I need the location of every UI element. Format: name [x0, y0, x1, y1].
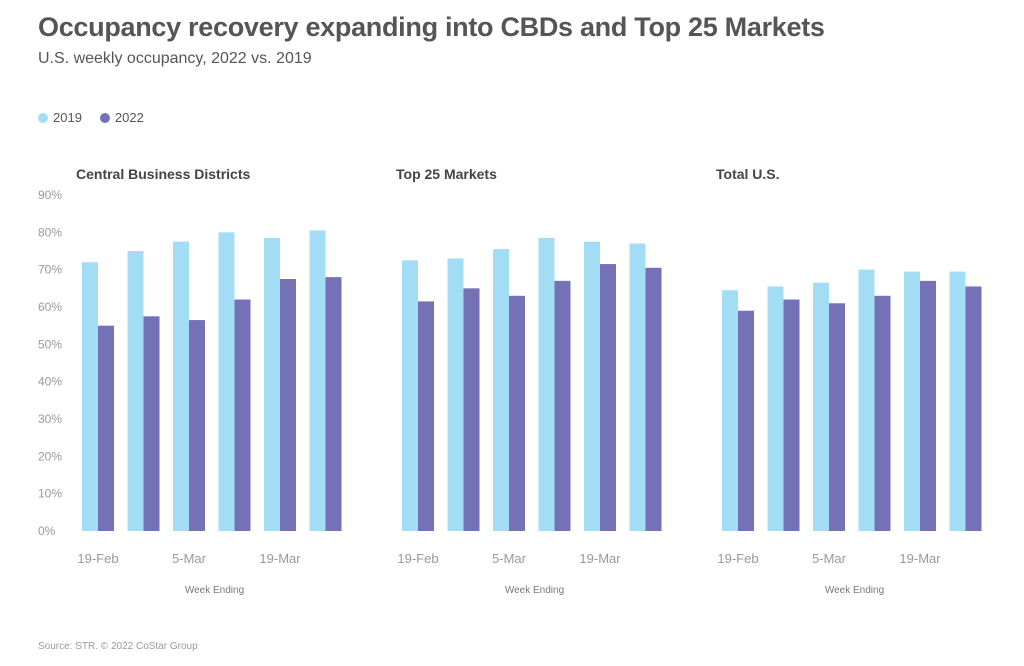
bar-2022 — [189, 320, 205, 531]
x-tick-label: 19-Feb — [397, 551, 438, 566]
bar-2019 — [904, 271, 920, 531]
y-tick-label: 80% — [38, 225, 62, 239]
panel-title: Top 25 Markets — [396, 166, 497, 182]
bar-2022 — [234, 299, 251, 531]
bar-2019 — [949, 271, 966, 531]
bar-2022 — [920, 280, 936, 531]
x-tick-label: 5-Mar — [492, 551, 527, 566]
x-tick-label: 19-Feb — [717, 551, 758, 566]
bar-2019 — [767, 286, 784, 531]
bar-2022 — [783, 299, 800, 531]
bar-2022 — [965, 286, 982, 531]
legend-label-2019: 2019 — [53, 110, 82, 125]
bar-2019 — [629, 243, 646, 532]
bar-2019 — [173, 241, 189, 531]
bar-2019 — [447, 258, 464, 531]
bar-2019 — [858, 269, 875, 531]
x-tick-label: 5-Mar — [812, 551, 847, 566]
bar-2019 — [493, 249, 509, 531]
x-tick-label: 5-Mar — [172, 551, 207, 566]
bar-2019 — [402, 260, 418, 531]
bar-2022 — [600, 264, 616, 531]
x-axis-label: Week Ending — [505, 585, 564, 596]
panel-title: Central Business Districts — [76, 166, 250, 182]
bar-2022 — [554, 280, 571, 531]
bar-2019 — [722, 290, 738, 531]
chart-title: Occupancy recovery expanding into CBDs a… — [38, 12, 825, 42]
bar-2022 — [738, 310, 754, 531]
bar-2019 — [584, 241, 600, 531]
bar-2019 — [309, 230, 326, 531]
chart-subtitle: U.S. weekly occupancy, 2022 vs. 2019 — [38, 50, 312, 67]
x-tick-label: 19-Mar — [259, 551, 301, 566]
bar-2019 — [127, 251, 144, 531]
legend-item-2022: 2022 — [99, 110, 144, 125]
source-note: Source: STR. © 2022 CoStar Group — [38, 641, 198, 652]
legend-item-2019: 2019 — [38, 110, 82, 125]
bar-2019 — [82, 262, 98, 531]
x-axis-label: Week Ending — [825, 585, 884, 596]
x-axis-label: Week Ending — [185, 585, 244, 596]
x-tick-label: 19-Mar — [579, 551, 621, 566]
legend: 2019 2022 — [38, 110, 162, 125]
bar-2019 — [264, 237, 280, 531]
y-tick-label: 50% — [38, 337, 62, 351]
bar-2019 — [218, 232, 235, 532]
x-tick-label: 19-Feb — [77, 551, 118, 566]
x-tick-label: 19-Mar — [899, 551, 941, 566]
y-tick-label: 70% — [38, 263, 62, 277]
bar-2022 — [143, 316, 160, 531]
bar-2022 — [280, 279, 296, 531]
y-tick-label: 10% — [38, 487, 62, 501]
y-tick-label: 40% — [38, 375, 62, 389]
y-tick-label: 0% — [38, 524, 56, 538]
bar-2022 — [463, 288, 480, 531]
bar-2022 — [509, 295, 525, 531]
panel-title: Total U.S. — [716, 166, 780, 182]
bar-2022 — [98, 325, 114, 531]
legend-label-2022: 2022 — [114, 110, 144, 125]
y-tick-label: 90% — [38, 188, 62, 202]
bar-2022 — [418, 301, 434, 531]
y-tick-label: 20% — [38, 449, 62, 463]
bar-2022 — [645, 267, 662, 531]
y-tick-label: 60% — [38, 300, 62, 314]
bar-2022 — [829, 303, 845, 531]
bar-2022 — [325, 277, 342, 531]
bar-2019 — [538, 237, 555, 531]
bar-2022 — [874, 295, 891, 531]
legend-swatch-2022 — [99, 112, 110, 123]
bar-2019 — [813, 282, 829, 531]
legend-swatch-2019 — [38, 112, 48, 123]
y-tick-label: 30% — [38, 412, 62, 426]
